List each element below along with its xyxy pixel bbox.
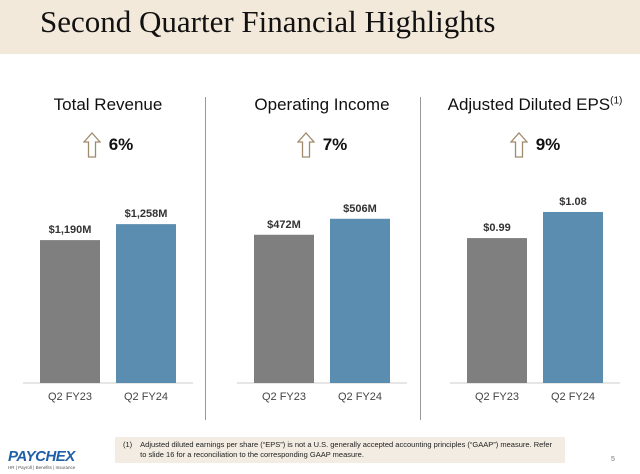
panel-total-revenue: Total Revenue 6% $1,190M Q2 FY23 $1,258M Q2 F… — [3, 90, 213, 420]
bar — [40, 240, 100, 383]
panel-operating-income: Operating Income 7% $472M Q2 FY23 $506M Q2 FY… — [217, 90, 427, 420]
paychex-logo: PAYCHEX HR | Payroll | Benefits | Insura… — [8, 448, 75, 470]
chart-title: Adjusted Diluted EPS(1) — [430, 95, 640, 115]
change-value: 9% — [535, 135, 561, 154]
bar-chart: $472M Q2 FY23 $506M Q2 FY24 — [237, 203, 407, 403]
divider — [420, 97, 421, 420]
chart-title: Total Revenue — [3, 95, 213, 115]
bar — [330, 218, 390, 383]
bar — [543, 211, 603, 383]
header-band — [0, 0, 640, 54]
chart-title: Operating Income — [217, 95, 427, 115]
data-label: $1,258M — [125, 208, 168, 220]
category-label: Q2 FY24 — [551, 391, 595, 403]
category-label: Q2 FY23 — [48, 391, 92, 403]
page-number: 5 — [611, 456, 615, 463]
bar-chart: $0.99 Q2 FY23 $1.08 Q2 FY24 — [450, 196, 620, 403]
change-value: 6% — [108, 135, 134, 154]
footnote-marker: (1) — [123, 440, 133, 449]
change-indicator: 9% — [430, 132, 640, 158]
footnote: (1) Adjusted diluted earnings per share … — [115, 437, 565, 463]
bar-chart: $1,190M Q2 FY23 $1,258M Q2 FY24 — [23, 208, 193, 403]
slide-title: Second Quarter Financial Highlights — [40, 4, 496, 39]
footnote-text: Adjusted diluted earnings per share (“EP… — [140, 440, 553, 459]
panel-adjusted-eps: Adjusted Diluted EPS(1) 9% $0.99 Q2 FY23 $1.… — [430, 90, 640, 420]
bar — [116, 224, 176, 383]
up-arrow-icon — [509, 132, 528, 158]
chart-title-text: Total Revenue — [53, 95, 163, 114]
category-label: Q2 FY24 — [338, 391, 382, 403]
data-label: $1.08 — [559, 196, 587, 208]
data-label: $1,190M — [49, 224, 92, 236]
category-label: Q2 FY24 — [124, 391, 168, 403]
change-indicator: 7% — [217, 132, 427, 158]
bar — [467, 238, 527, 383]
footnote-ref: (1) — [610, 95, 623, 107]
bar — [254, 234, 314, 383]
chart-title-text: Adjusted Diluted EPS — [447, 95, 611, 114]
logo-name: PAYCHEX — [8, 448, 75, 465]
divider — [205, 97, 206, 420]
up-arrow-icon — [296, 132, 315, 158]
data-label: $0.99 — [483, 222, 511, 234]
category-label: Q2 FY23 — [475, 391, 519, 403]
chart-title-text: Operating Income — [254, 95, 390, 114]
data-label: $506M — [343, 203, 377, 215]
category-label: Q2 FY23 — [262, 391, 306, 403]
up-arrow-icon — [82, 132, 101, 158]
logo-tagline: HR | Payroll | Benefits | Insurance — [8, 465, 76, 470]
change-value: 7% — [322, 135, 348, 154]
data-label: $472M — [267, 219, 301, 231]
change-indicator: 6% — [3, 132, 213, 158]
